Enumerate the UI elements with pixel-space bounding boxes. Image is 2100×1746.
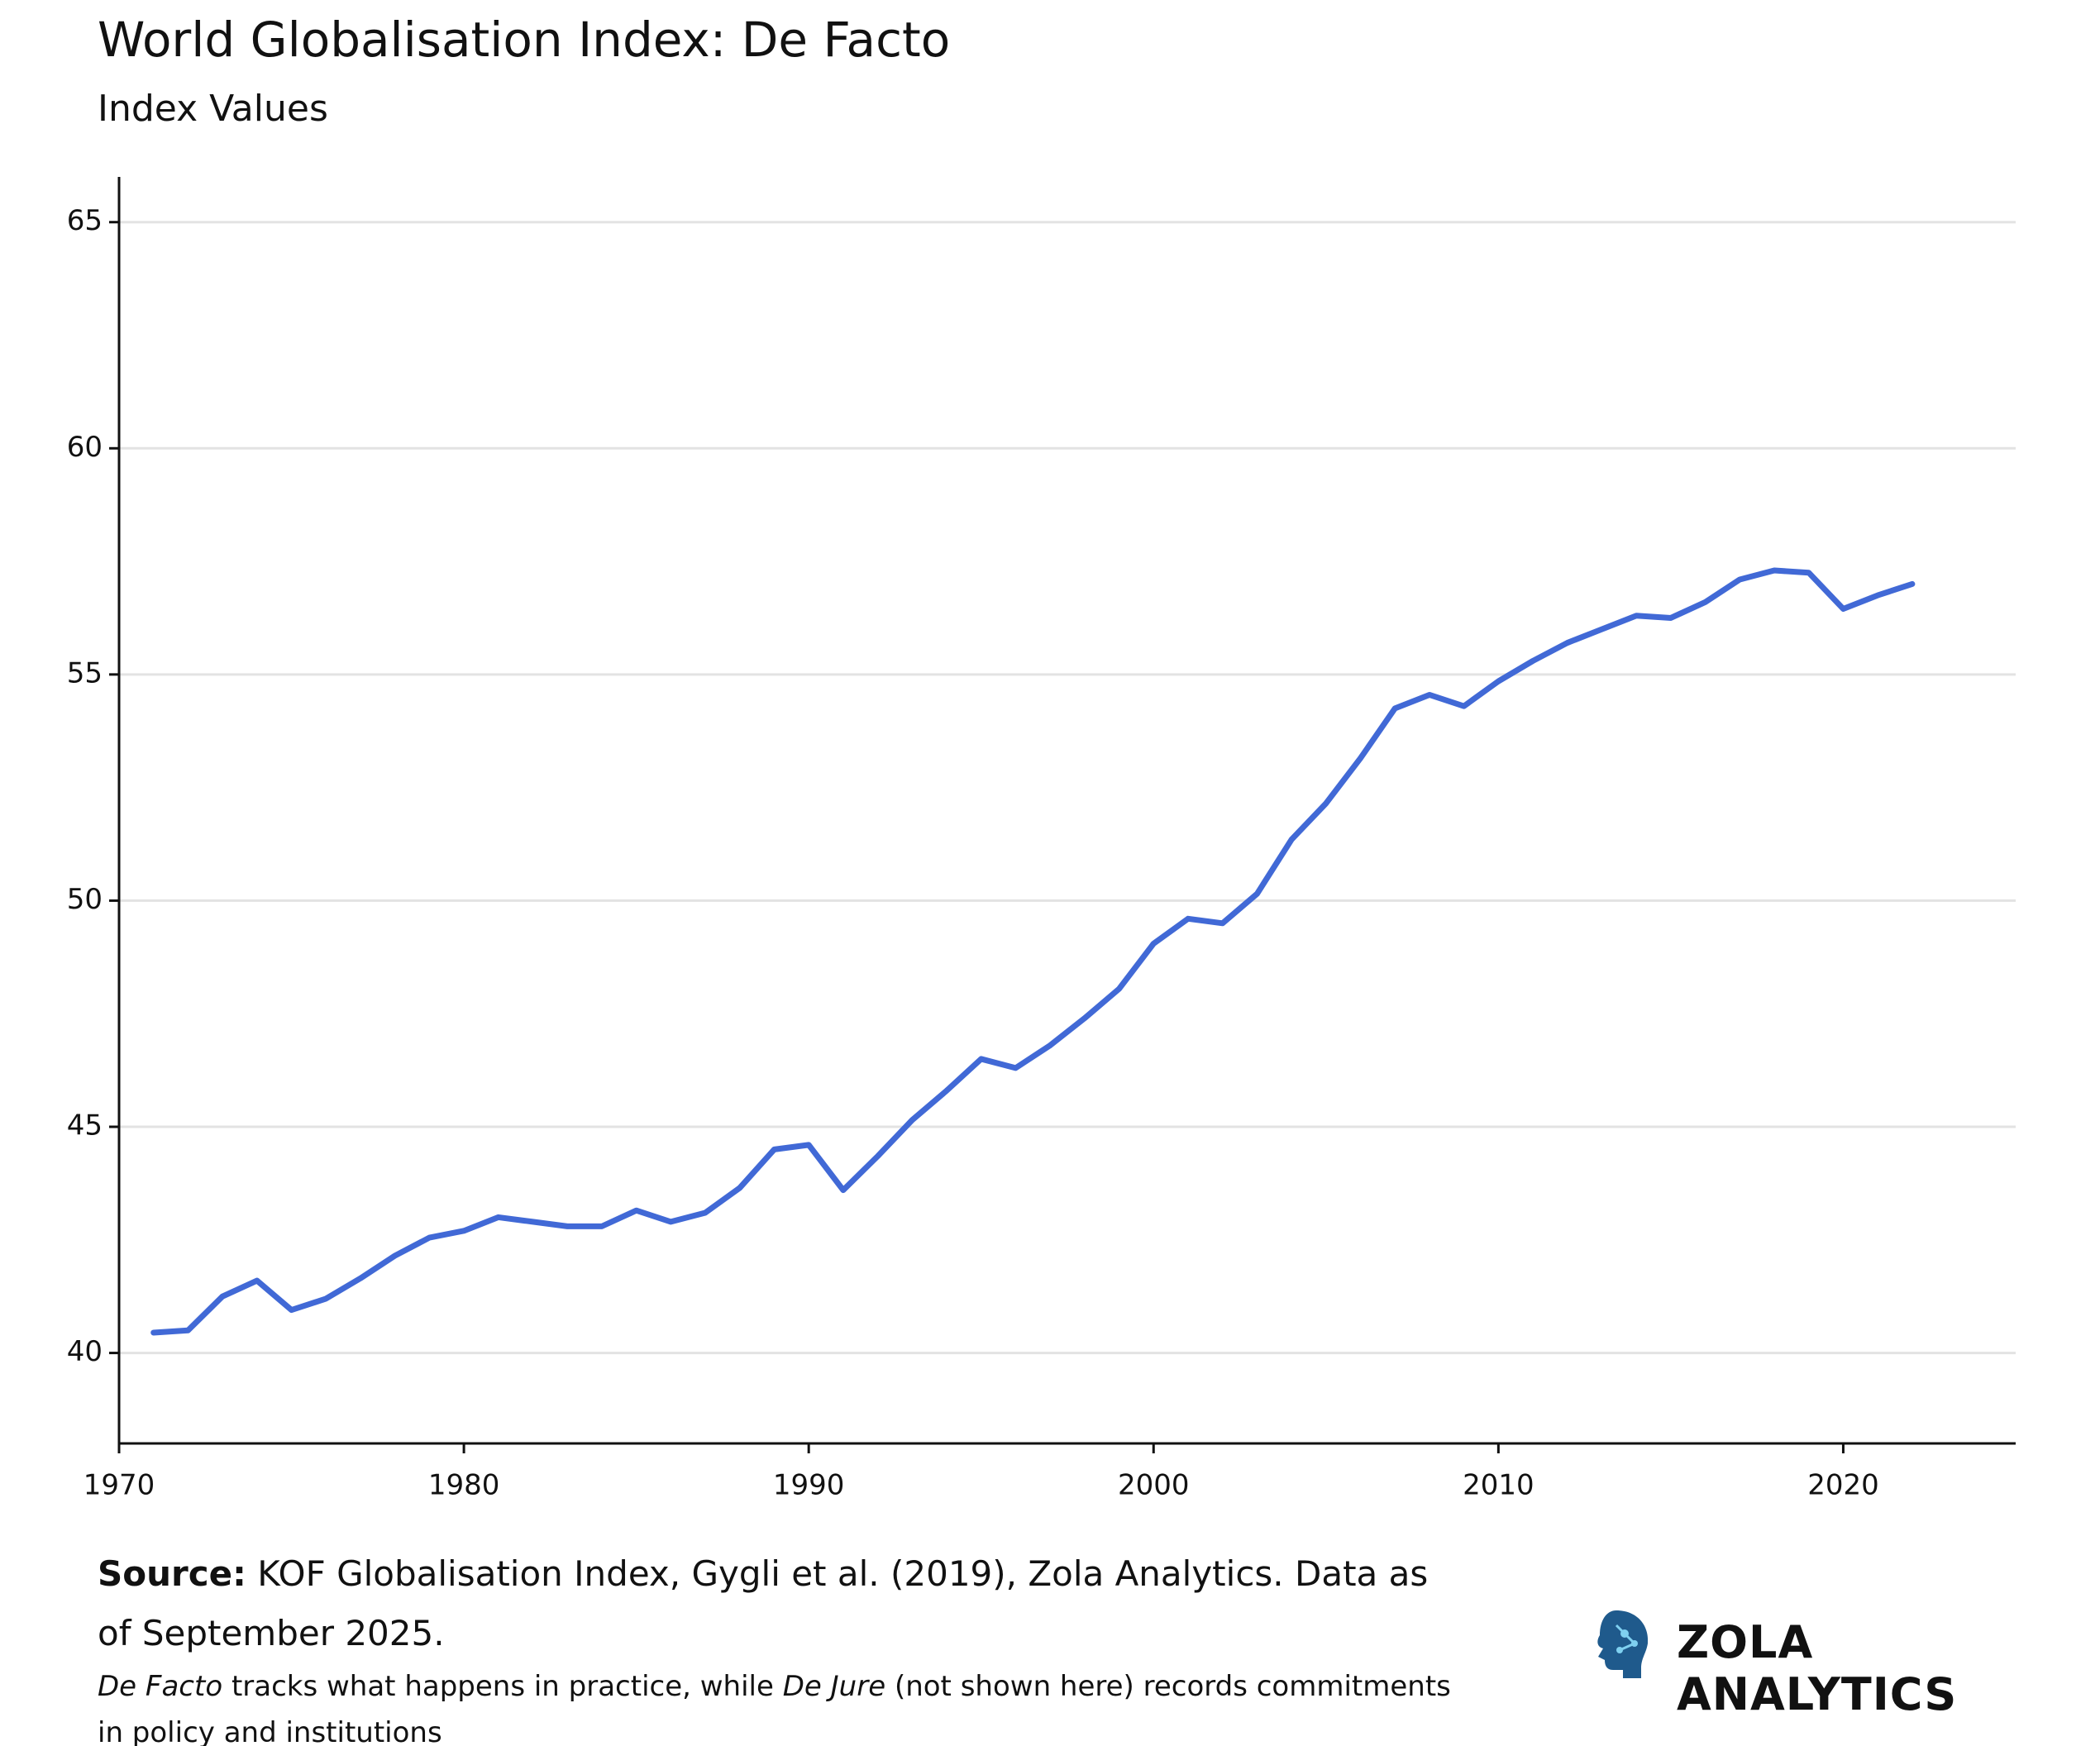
note-text: (not shown here) records commitments in … bbox=[98, 1670, 1451, 1746]
chart-subtitle: Index Values bbox=[98, 88, 328, 130]
note-text: tracks what happens in practice, while bbox=[231, 1670, 774, 1703]
logo-icon bbox=[1597, 1610, 1649, 1678]
note: De Facto tracks what happens in practice… bbox=[98, 1663, 1453, 1746]
y-tick-label: 40 bbox=[67, 1335, 103, 1368]
x-tick-label: 1990 bbox=[773, 1469, 845, 1502]
brand: ZOLA ANALYTICS bbox=[1677, 1616, 1958, 1720]
x-tick-label: 2020 bbox=[1807, 1469, 1879, 1502]
y-tick-label: 45 bbox=[67, 1109, 103, 1143]
data-line bbox=[150, 567, 1916, 1336]
y-tick-label: 65 bbox=[67, 204, 103, 237]
x-tick-label: 1980 bbox=[428, 1469, 500, 1502]
x-tick-label: 2000 bbox=[1118, 1469, 1190, 1502]
chart-title: World Globalisation Index: De Facto bbox=[98, 12, 950, 68]
note-em: De Jure bbox=[782, 1670, 886, 1703]
x-tick-label: 2010 bbox=[1463, 1469, 1534, 1502]
source-label: Source: bbox=[98, 1553, 246, 1594]
note-em: De Facto bbox=[98, 1670, 223, 1703]
source: Source: KOF Globalisation Index, Gygli e… bbox=[98, 1544, 1453, 1663]
x-tick-label: 1970 bbox=[84, 1469, 155, 1502]
y-tick-label: 55 bbox=[67, 656, 103, 689]
source-text: KOF Globalisation Index, Gygli et al. (2… bbox=[98, 1553, 1429, 1653]
y-tick-label: 60 bbox=[67, 431, 103, 464]
y-tick-label: 50 bbox=[67, 883, 103, 916]
